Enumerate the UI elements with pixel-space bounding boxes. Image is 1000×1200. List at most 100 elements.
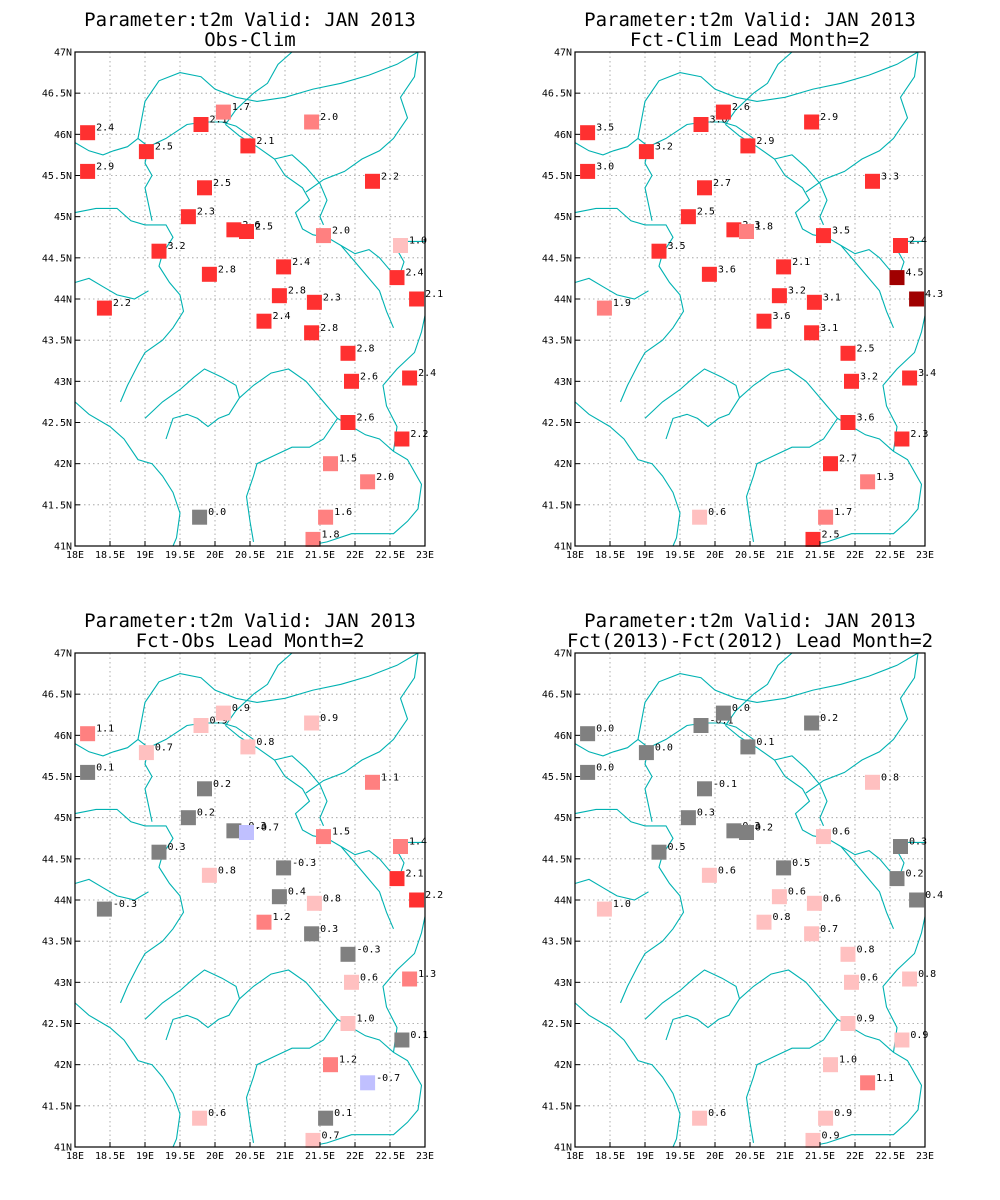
station-marker: [715, 104, 731, 120]
station-marker: [697, 781, 712, 797]
grid-lines: [75, 52, 425, 546]
station-value-label: 0.1: [410, 1030, 428, 1041]
border-line: [74, 277, 149, 300]
station-marker: [193, 117, 209, 132]
station-value-label: 2.0: [332, 226, 350, 237]
station-value-label: 0.2: [906, 869, 924, 880]
border-line: [239, 969, 339, 1143]
border-line: [239, 368, 339, 542]
border-line: [574, 137, 639, 156]
y-tick-label: 47N: [554, 48, 572, 59]
x-tick-label: 19E: [136, 1151, 154, 1162]
x-tick-label: 22E: [346, 1151, 364, 1162]
station-marker: [344, 373, 359, 389]
station-value-label: 0.9: [320, 713, 338, 724]
border-line: [774, 755, 828, 827]
axis-ticks: 18E 18.5E 19E 19.5E 20E 20.5E 21E 21.5E 22E 22.5E…: [42, 649, 434, 1163]
x-tick-label: 20.5E: [235, 1151, 265, 1162]
border-line: [305, 652, 419, 794]
station-marker: [80, 125, 96, 141]
border-line: [144, 969, 241, 1041]
x-tick-label: 23E: [916, 550, 934, 561]
panel-fct-clim: Parameter:t2m Valid: JAN 2013 Fct-Clim L…: [542, 9, 943, 561]
station-value-label: 2.4: [418, 368, 436, 379]
station-marker: [893, 238, 908, 253]
station-marker: [305, 1132, 321, 1148]
station-value-label: 1.3: [418, 969, 436, 980]
station-value-label: 2.2: [113, 298, 131, 309]
station-value-label: -0.7: [255, 823, 279, 834]
station-marker: [393, 238, 408, 253]
station-value-label: 1.2: [273, 912, 291, 923]
x-tick-label: 21.5E: [305, 550, 335, 561]
station-marker: [740, 739, 756, 755]
station-markers: 3.5 3.0 3.2 3.0 2.6 2.9 2.9 2.7 2.5 2.3 1.8 3.5 3.3 2…: [580, 102, 943, 547]
station-value-label: 2.2: [381, 171, 399, 182]
y-tick-label: 42.5N: [42, 1019, 72, 1030]
station-value-label: 0.9: [822, 1130, 840, 1141]
y-tick-label: 47N: [554, 649, 572, 660]
station-marker: [256, 914, 272, 930]
x-tick-label: 22.5E: [875, 1151, 905, 1162]
station-value-label: 1.1: [381, 772, 399, 783]
station-marker: [360, 474, 376, 490]
station-marker: [240, 138, 256, 154]
border-line: [382, 916, 426, 1053]
station-value-label: 3.1: [820, 323, 838, 334]
station-marker: [151, 844, 167, 860]
station-marker: [804, 926, 820, 942]
station-marker: [365, 774, 380, 790]
station-value-label: 2.4: [406, 268, 424, 279]
station-value-label: 2.3: [323, 292, 341, 303]
x-tick-label: 18.5E: [595, 550, 625, 561]
border-line: [74, 137, 139, 156]
station-marker: [909, 892, 925, 908]
y-tick-label: 45N: [554, 212, 572, 223]
station-marker: [276, 860, 292, 876]
station-value-label: 1.5: [339, 454, 357, 465]
y-tick-label: 45N: [554, 813, 572, 824]
station-value-label: 0.0: [596, 724, 614, 735]
station-value-label: 0.6: [860, 972, 878, 983]
border-line: [274, 154, 328, 226]
station-value-label: 4.3: [925, 289, 943, 300]
station-marker: [80, 163, 96, 179]
station-marker: [215, 705, 231, 721]
station-marker: [823, 1057, 838, 1073]
station-marker: [840, 1016, 856, 1031]
y-tick-label: 43.5N: [542, 336, 572, 347]
y-tick-label: 43.5N: [542, 937, 572, 948]
station-value-label: 1.2: [339, 1055, 357, 1066]
station-marker: [693, 718, 709, 733]
station-marker: [580, 764, 596, 780]
station-marker: [865, 173, 880, 189]
x-tick-label: 18.5E: [95, 550, 125, 561]
x-tick-label: 22E: [846, 1151, 864, 1162]
station-value-label: 2.1: [210, 115, 228, 126]
station-marker: [806, 294, 822, 310]
y-tick-label: 46N: [554, 130, 572, 141]
station-value-label: 0.1: [756, 737, 774, 748]
station-value-label: 0.9: [834, 1108, 852, 1119]
station-value-label: 1.6: [334, 507, 352, 518]
y-tick-label: 43N: [554, 377, 572, 388]
station-marker: [323, 456, 338, 472]
panel-title-line1: Parameter:t2m Valid: JAN 2013: [584, 610, 916, 632]
border-line: [340, 846, 395, 930]
station-value-label: 1.0: [409, 236, 427, 247]
x-tick-label: 19E: [636, 550, 654, 561]
station-value-label: 0.6: [832, 827, 850, 838]
station-value-label: 3.4: [918, 368, 936, 379]
station-marker: [726, 823, 742, 839]
station-value-label: 0.3: [320, 924, 338, 935]
y-tick-label: 41.5N: [542, 500, 572, 511]
station-value-label: 0.5: [668, 842, 686, 853]
x-tick-label: 20.5E: [235, 550, 265, 561]
panel-title-line2: Fct(2013)-Fct(2012) Lead Month=2: [567, 630, 933, 652]
panel-title-line1: Parameter:t2m Valid: JAN 2013: [584, 9, 916, 31]
station-marker: [823, 456, 838, 472]
y-tick-label: 46.5N: [42, 690, 72, 701]
border-line: [305, 417, 423, 547]
station-markers: 1.10.10.70.90.90.80.90.20.2-0.3-0.7 1.51.…: [80, 703, 443, 1148]
border-line: [774, 154, 828, 226]
